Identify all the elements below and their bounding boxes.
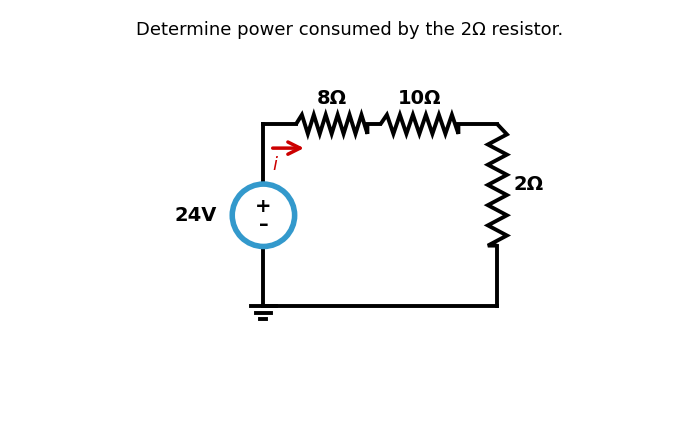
Text: 8Ω: 8Ω [316, 89, 346, 108]
Text: Determine power consumed by the 2Ω resistor.: Determine power consumed by the 2Ω resis… [136, 21, 564, 39]
Text: i: i [272, 156, 277, 174]
Text: 24V: 24V [174, 206, 216, 225]
Text: +: + [256, 197, 272, 216]
Text: 2Ω: 2Ω [514, 176, 544, 195]
Text: –: – [258, 215, 268, 234]
Text: 10Ω: 10Ω [398, 89, 441, 108]
